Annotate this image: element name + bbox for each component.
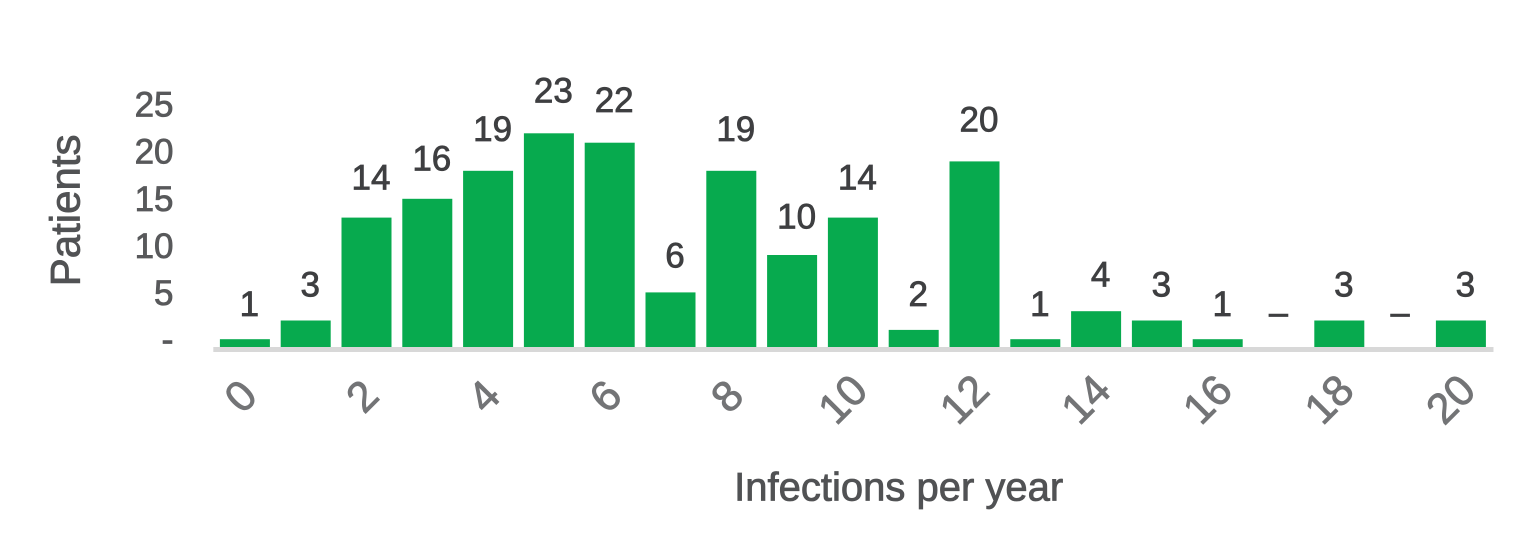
- svg-text:Infections per year: Infections per year: [734, 466, 1063, 510]
- svg-text:19: 19: [473, 110, 512, 149]
- svg-text:14: 14: [1052, 366, 1120, 434]
- svg-text:14: 14: [838, 159, 877, 198]
- svg-text:14: 14: [352, 159, 391, 198]
- svg-text:0: 0: [216, 371, 267, 422]
- svg-text:6: 6: [580, 371, 631, 422]
- svg-text:12: 12: [931, 366, 999, 434]
- svg-text:19: 19: [716, 110, 755, 149]
- svg-text:8: 8: [702, 371, 753, 422]
- svg-text:4: 4: [1091, 256, 1110, 295]
- svg-text:22: 22: [595, 81, 634, 120]
- svg-text:2: 2: [908, 275, 927, 314]
- svg-text:1: 1: [240, 285, 259, 324]
- svg-text:2: 2: [337, 371, 388, 422]
- svg-text:16: 16: [1174, 366, 1242, 434]
- svg-text:5: 5: [154, 274, 173, 313]
- svg-text:–: –: [1391, 294, 1410, 332]
- svg-text:4: 4: [459, 371, 510, 422]
- svg-text:23: 23: [534, 71, 573, 110]
- svg-text:10: 10: [809, 366, 877, 434]
- svg-text:–: –: [1269, 294, 1288, 332]
- svg-text:20: 20: [1417, 366, 1485, 434]
- svg-text:6: 6: [665, 236, 684, 275]
- svg-text:16: 16: [412, 139, 451, 178]
- svg-text:3: 3: [1152, 265, 1171, 304]
- svg-text:20: 20: [135, 133, 174, 172]
- svg-text:1: 1: [1030, 285, 1049, 324]
- svg-text:3: 3: [1456, 265, 1475, 304]
- svg-text:18: 18: [1296, 366, 1364, 434]
- svg-text:15: 15: [135, 180, 174, 219]
- svg-text:25: 25: [135, 86, 174, 125]
- svg-text:10: 10: [135, 227, 174, 266]
- svg-text:3: 3: [300, 265, 319, 304]
- svg-text:3: 3: [1334, 265, 1353, 304]
- svg-text:Patients: Patients: [42, 135, 89, 287]
- svg-text:-: -: [162, 318, 174, 359]
- svg-text:20: 20: [960, 101, 999, 140]
- svg-text:10: 10: [777, 198, 816, 237]
- svg-text:1: 1: [1212, 285, 1231, 324]
